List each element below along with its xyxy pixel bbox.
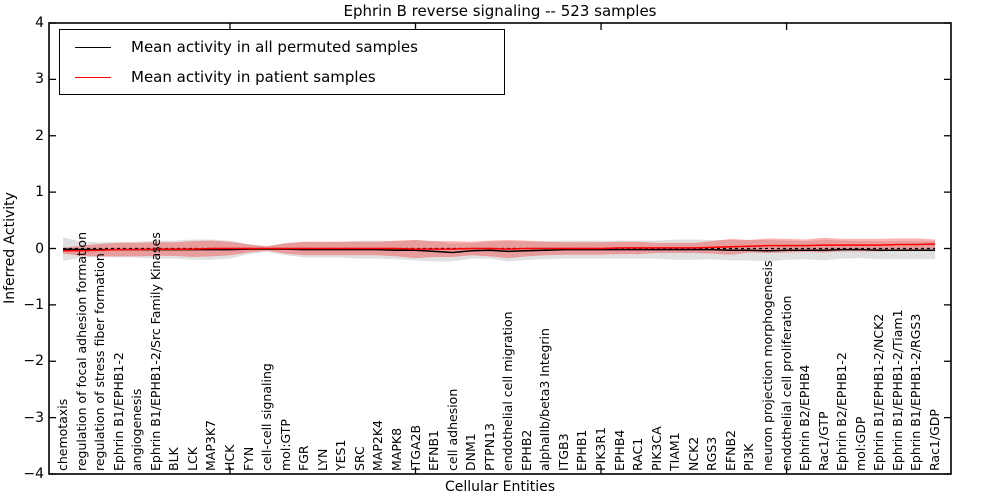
x-tick-label: LCK bbox=[184, 447, 200, 471]
x-tick-label: alphaIIb/beta3 Integrin bbox=[537, 328, 553, 471]
y-tick-label: −3 bbox=[23, 409, 44, 426]
x-tick-label: PI3K bbox=[741, 443, 757, 471]
x-tick-label: EFNB1 bbox=[426, 430, 442, 471]
x-tick-label: MAPK8 bbox=[388, 427, 404, 471]
x-tick-label: Ephrin B1/EPHB1-2/NCK2 bbox=[871, 313, 887, 471]
x-tick-label: Ephrin B2/EPHB1-2 bbox=[834, 352, 850, 471]
y-tick-label: −1 bbox=[23, 296, 44, 313]
x-tick-label: RGS3 bbox=[704, 436, 720, 471]
x-tick-label: EFNB2 bbox=[722, 430, 738, 471]
x-tick-label: neuron projection morphogenesis bbox=[760, 260, 776, 471]
x-tick-label: PIK3CA bbox=[648, 426, 664, 471]
chart-title: Ephrin B reverse signaling -- 523 sample… bbox=[343, 2, 657, 20]
permuted-line-icon bbox=[75, 46, 111, 48]
x-tick-label: PIK3R1 bbox=[593, 426, 609, 471]
legend: Mean activity in all permuted samples Me… bbox=[59, 29, 505, 95]
x-tick-label: Ephrin B1/EPHB1-2/Src Family Kinases bbox=[147, 232, 163, 471]
x-tick-label: EPHB4 bbox=[611, 429, 627, 471]
x-tick-label: mol:GTP bbox=[277, 419, 293, 471]
x-tick-label: cell-cell signaling bbox=[259, 363, 275, 471]
x-tick-label: FGR bbox=[296, 445, 312, 471]
x-tick-label: NCK2 bbox=[685, 436, 701, 471]
x-axis-label: Cellular Entities bbox=[444, 479, 556, 495]
legend-item: Mean activity in all permuted samples bbox=[60, 34, 504, 60]
x-tick-label: Ephrin B1/EPHB1-2/RGS3 bbox=[908, 313, 924, 471]
x-tick-label: MAP3K7 bbox=[203, 420, 219, 471]
x-tick-label: Ephrin B2/EPHB4 bbox=[797, 364, 813, 471]
x-tick-label: RAC1 bbox=[630, 437, 646, 471]
y-tick-label: 4 bbox=[35, 15, 44, 31]
x-tick-label: cell adhesion bbox=[444, 388, 460, 471]
y-tick-label: 0 bbox=[35, 240, 44, 257]
x-tick-label: EPHB1 bbox=[574, 429, 590, 471]
x-tick-label: Ephrin B1/EPHB1-2 bbox=[110, 352, 126, 471]
x-tick-label: DNM1 bbox=[463, 433, 479, 471]
x-tick-label: chemotaxis bbox=[55, 398, 70, 471]
x-tick-label: BLK bbox=[166, 447, 182, 471]
x-tick-label: endothelial cell proliferation bbox=[778, 295, 794, 471]
x-tick-label: EPHB2 bbox=[518, 429, 534, 471]
x-tick-label: mol:GDP bbox=[852, 416, 868, 471]
x-tick-label: PTPN13 bbox=[481, 423, 497, 471]
x-tick-label: FYN bbox=[240, 446, 256, 471]
x-tick-label: endothelial cell migration bbox=[500, 311, 516, 471]
y-tick-label: 2 bbox=[35, 127, 44, 144]
y-tick-label: 3 bbox=[35, 71, 44, 88]
mean-line bbox=[62, 248, 935, 254]
x-tick-label: MAP2K4 bbox=[370, 420, 386, 471]
legend-label: Mean activity in all permuted samples bbox=[131, 38, 418, 56]
std-band bbox=[63, 237, 935, 259]
x-tick-label: ITGB3 bbox=[555, 433, 571, 471]
x-tick-label: YES1 bbox=[333, 439, 349, 471]
y-tick-label: −2 bbox=[23, 353, 44, 370]
mean-line bbox=[63, 243, 936, 252]
x-tick-label: regulation of stress fiber formation bbox=[92, 253, 108, 471]
patient-line-icon bbox=[75, 76, 111, 78]
x-tick-label: regulation of focal adhesion formation bbox=[73, 232, 89, 471]
legend-item: Mean activity in patient samples bbox=[60, 64, 504, 90]
x-tick-label: Ephrin B1/EPHB1-2/Tiam1 bbox=[889, 309, 905, 471]
x-tick-label: SRC bbox=[351, 446, 367, 471]
y-tick-label: 1 bbox=[35, 184, 44, 201]
x-tick-label: Rac1/GTP bbox=[815, 411, 831, 471]
x-tick-label: Rac1/GDP bbox=[927, 409, 942, 471]
y-tick-label: −4 bbox=[23, 466, 44, 482]
x-tick-label: ITGA2B bbox=[407, 424, 423, 471]
x-tick-label: angiogenesis bbox=[129, 388, 145, 471]
x-tick-label: TIAM1 bbox=[667, 432, 683, 471]
x-tick-label: LYN bbox=[314, 448, 330, 471]
legend-label: Mean activity in patient samples bbox=[131, 68, 376, 86]
x-tick-label: HCK bbox=[221, 444, 237, 471]
